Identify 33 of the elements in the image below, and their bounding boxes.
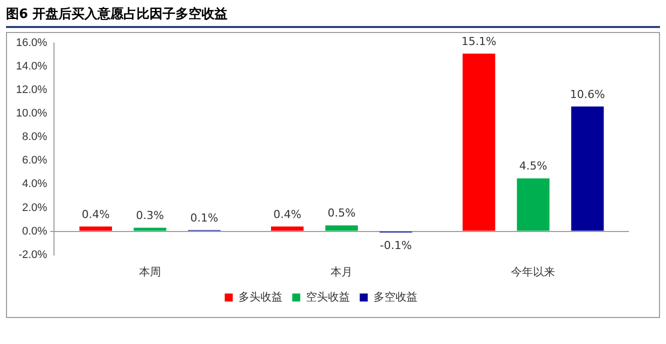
bar — [462, 54, 496, 231]
bar — [516, 178, 550, 231]
y-tick-label: 2.0% — [22, 202, 48, 214]
legend-label: 多头收益 — [238, 290, 282, 304]
y-tick-label: 16.0% — [16, 37, 48, 50]
bar — [79, 226, 112, 231]
y-tick-label: 0.0% — [22, 225, 48, 238]
bar — [271, 226, 304, 231]
chart-title: 图6 开盘后买入意愿占比因子多空收益 — [6, 4, 660, 28]
bar — [325, 225, 358, 231]
data-label: 0.5% — [328, 206, 356, 220]
y-tick-label: 12.0% — [16, 84, 48, 96]
y-tick-label: 14.0% — [16, 60, 48, 73]
x-tick-label: 本周 — [138, 265, 161, 278]
data-label: 0.1% — [190, 211, 218, 224]
data-label: 0.3% — [136, 209, 164, 222]
x-tick-label: 今年以来 — [511, 265, 556, 278]
data-label: 4.5% — [519, 160, 548, 173]
y-tick-label: 8.0% — [22, 131, 48, 144]
bar — [571, 106, 604, 231]
data-label: 0.4% — [273, 208, 302, 221]
legend-label: 空头收益 — [306, 290, 350, 304]
y-tick-label: -2.0% — [18, 248, 48, 261]
data-label: 0.4% — [82, 208, 110, 221]
y-tick-label: 4.0% — [22, 178, 48, 190]
data-label: 10.6% — [570, 88, 605, 101]
bar — [134, 228, 166, 231]
x-tick-label: 本月 — [330, 265, 353, 278]
data-label: -0.1% — [380, 238, 412, 252]
y-tick-label: 10.0% — [16, 108, 48, 120]
data-label: 15.1% — [461, 34, 496, 48]
legend-label: 多空收益 — [373, 290, 418, 304]
y-tick-label: 6.0% — [22, 154, 48, 167]
